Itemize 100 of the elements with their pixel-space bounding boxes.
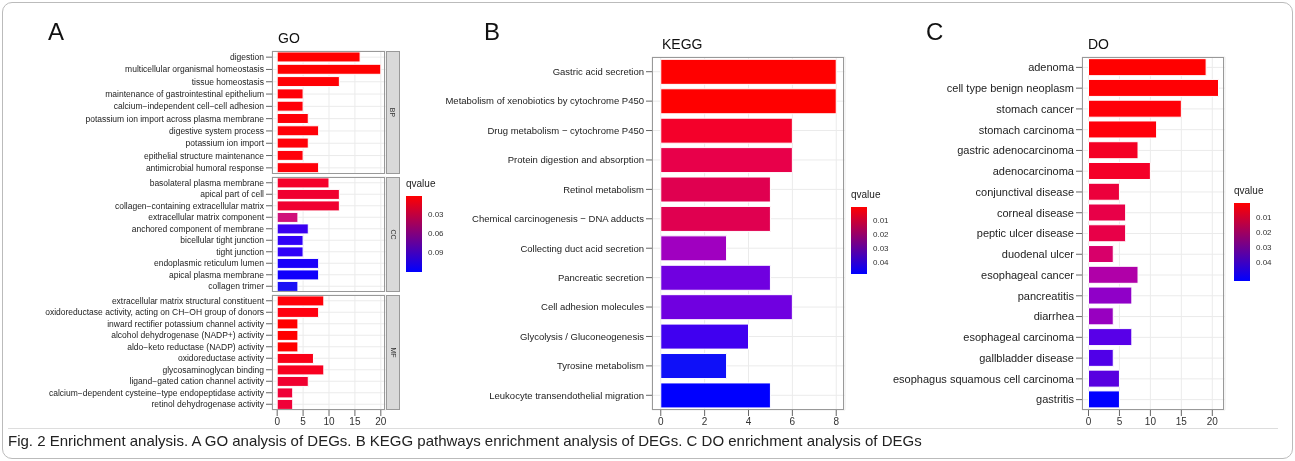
x-tick-label: 0 (657, 416, 664, 428)
y-tick-label: digestive system process (169, 125, 264, 136)
x-tick-label: 10 (1144, 416, 1157, 428)
color-bar-label: 0.01 (1256, 212, 1272, 224)
bar (660, 264, 771, 291)
x-tick-label: 2 (701, 416, 708, 428)
y-tick-label: tissue homeostasis (191, 76, 264, 87)
y-tick-label: collagen trimer (208, 281, 265, 292)
bar (1088, 286, 1133, 305)
y-tick-label: retinol dehydrogenase activity (151, 399, 265, 410)
bar (660, 353, 728, 380)
y-tick-label: Glycolysis / Gluconeogenesis (519, 330, 645, 342)
x-tick-label: 4 (745, 416, 752, 428)
color-bar-title: qvalue (406, 178, 436, 191)
y-tick-label: inward rectifier potassium channel activity (107, 318, 265, 329)
y-tick-label: Pancreatic secretion (557, 271, 644, 283)
y-tick-label: pancreatitis (1017, 289, 1075, 302)
bar (1088, 161, 1151, 180)
bar (1088, 203, 1127, 222)
color-bar-label: 0.02 (1256, 227, 1272, 239)
bar (1088, 369, 1120, 388)
bar (1088, 182, 1120, 201)
bar (660, 117, 793, 144)
y-tick-label: peptic ulcer disease (976, 227, 1074, 240)
y-tick-label: calcium−dependent cysteine−type endopeptidase activity (48, 387, 265, 398)
bar (1088, 307, 1114, 326)
caption: Fig. 2 Enrichment analysis. A GO analysis of DEGs. B KEGG pathways enrichment analysis of DEGs. C DO enrichment analysis of DEGs (8, 428, 1278, 449)
y-tick-label: diarrhea (1033, 310, 1075, 323)
bar (660, 235, 728, 262)
bar (660, 88, 837, 115)
bar (1088, 58, 1207, 77)
y-tick-label: ligand−gated cation channel activity (129, 376, 265, 387)
y-tick-label: Collecting duct acid secretion (520, 242, 644, 254)
y-tick-label: gastritis (1036, 393, 1075, 406)
y-tick-label: conjunctival disease (975, 185, 1074, 198)
color-bar-label: 0.04 (873, 256, 889, 269)
bar (660, 147, 793, 174)
color-bar-label: 0.03 (428, 209, 444, 221)
y-tick-label: duodenal ulcer (1001, 248, 1075, 261)
y-tick-label: potassium ion import (185, 138, 265, 149)
y-tick-label: Drug metabolism − cytochrome P450 (487, 124, 644, 136)
y-tick-label: digestion (229, 52, 265, 63)
color-bar-label: 0.01 (873, 214, 889, 227)
y-tick-label: bicellular tight junction (180, 235, 265, 246)
bar (1088, 120, 1158, 139)
y-tick-label: esophageal cancer (981, 268, 1075, 281)
y-tick-label: epithelial structure maintenance (143, 150, 265, 161)
x-tick-label: 8 (833, 416, 840, 428)
y-tick-label: Tyrosine metabolism (556, 360, 645, 372)
y-tick-label: corneal disease (996, 206, 1074, 219)
y-tick-label: Metabolism of xenobiotics by cytochrome P450 (445, 95, 644, 107)
bar (1088, 245, 1114, 264)
text: A (48, 18, 65, 46)
y-tick-label: apical plasma membrane (169, 269, 265, 280)
chart-title: GO (278, 30, 300, 46)
y-tick-label: multicellular organismal homeostasis (125, 64, 264, 75)
bar (1088, 265, 1139, 284)
y-tick-label: endoplasmic reticulum lumen (153, 258, 265, 269)
y-tick-label: extracellular matrix component (148, 212, 265, 223)
bar (660, 382, 771, 409)
bar (1088, 141, 1139, 160)
x-tick-label: 6 (789, 416, 796, 428)
y-tick-label: cell type benign neoplasm (946, 82, 1074, 94)
y-tick-label: Retinol metabolism (563, 183, 645, 195)
y-tick-label: Protein digestion and absorption (507, 154, 644, 166)
bar (660, 323, 749, 350)
x-tick-label: 5 (1116, 416, 1123, 428)
y-tick-label: calcium−independent cell−cell adhesion (113, 101, 265, 112)
y-tick-label: esophageal carcinoma (963, 331, 1075, 344)
y-tick-label: basolateral plasma membrane (149, 177, 265, 188)
x-tick-label: 10 (323, 416, 335, 428)
y-tick-label: stomach cancer (996, 102, 1075, 115)
bar (1088, 99, 1182, 118)
y-tick-label: gallbladder disease (979, 351, 1074, 364)
x-tick-label: 20 (1206, 416, 1219, 428)
y-tick-label: oxidoreductase activity (178, 353, 265, 364)
chart-title: DO (1088, 36, 1109, 52)
bar (660, 205, 771, 232)
y-tick-label: antimicrobial humoral response (145, 162, 265, 173)
color-bar-label: 0.02 (873, 228, 889, 241)
color-bar-title: qvalue (1234, 185, 1264, 198)
y-tick-label: tight junction (216, 246, 265, 257)
y-tick-label: collagen−containing extracellular matrix (114, 200, 265, 211)
y-tick-label: adenoma (1028, 61, 1075, 74)
color-bar-label: 0.09 (428, 247, 444, 259)
y-tick-label: apical part of cell (200, 189, 265, 200)
y-tick-label: extracellular matrix structural constituent (111, 295, 265, 306)
y-tick-label: anchored component of membrane (131, 223, 265, 234)
color-bar-label: 0.03 (873, 242, 889, 255)
x-tick-label: 0 (1085, 416, 1092, 428)
bar (1088, 224, 1127, 243)
y-tick-label: alcohol dehydrogenase (NADP+) activity (111, 330, 265, 341)
y-tick-label: oxidoreductase activity, acting on CH−OH group of donors (45, 307, 264, 318)
y-tick-label: esophagus squamous cell carcinoma (893, 372, 1075, 385)
y-tick-label: maintenance of gastrointestinal epithelium (105, 89, 264, 100)
bar (1088, 390, 1120, 409)
color-bar-label: 0.03 (1256, 242, 1272, 254)
y-tick-label: stomach carcinoma (978, 123, 1075, 136)
y-tick-label: Chemical carcinogenesis − DNA adducts (472, 213, 645, 225)
bar (1088, 328, 1133, 347)
